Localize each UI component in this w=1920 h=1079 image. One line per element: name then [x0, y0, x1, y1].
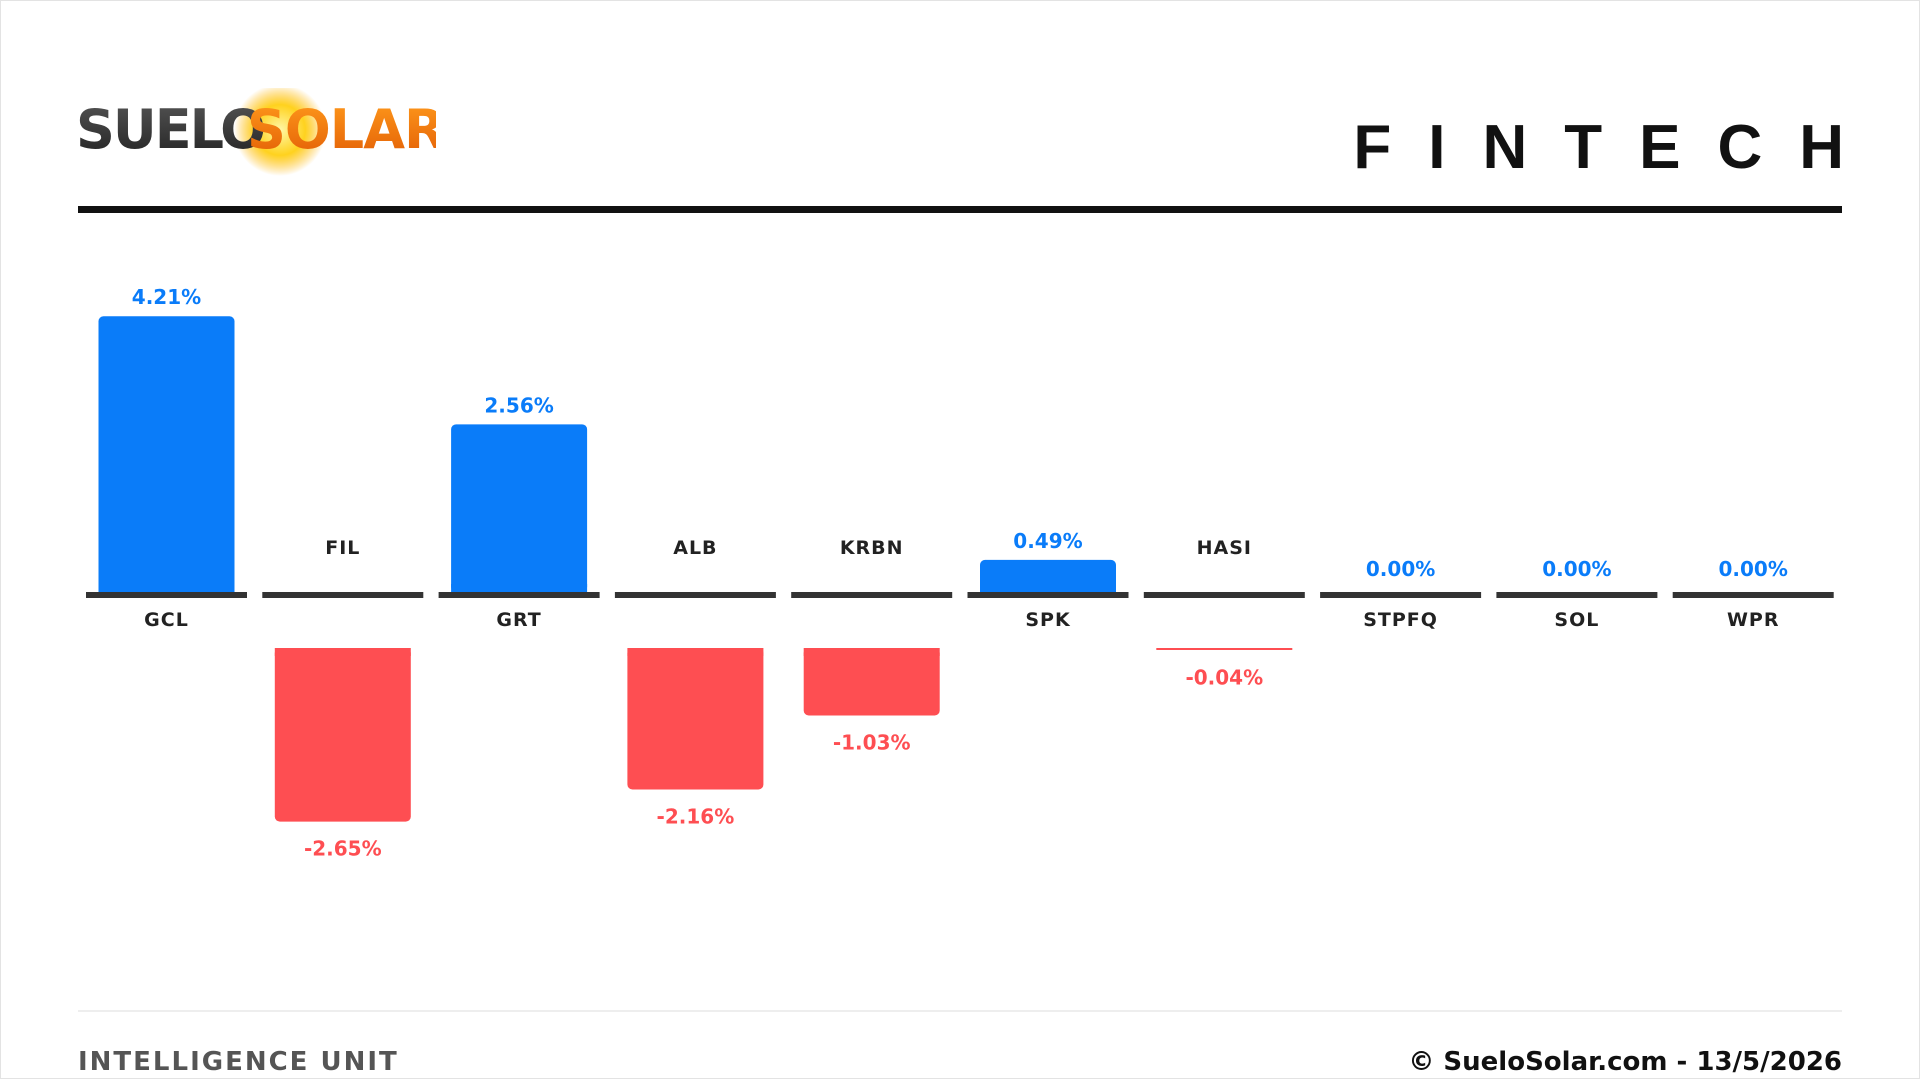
footer-divider [78, 1010, 1842, 1012]
baseline-grt [438, 592, 600, 598]
ticker-label-alb: ALB [673, 537, 717, 559]
ticker-label-wpr: WPR [1727, 609, 1780, 631]
bar-chart: 4.21% GCL -2.65% FIL 2.56% GRT -2.16% ALB -1.03%… [86, 285, 1834, 861]
page-title: FINTECH [1353, 113, 1881, 182]
ticker-label-fil: FIL [325, 537, 360, 559]
ticker-label-hasi: HASI [1197, 537, 1252, 559]
value-label-spk: 0.49% [1013, 529, 1082, 553]
bar-grt [451, 424, 588, 592]
bar-top-krbn [803, 648, 940, 656]
bar-krbn [803, 648, 940, 716]
svg-text:SUELO: SUELO [76, 98, 264, 161]
value-label-sol: 0.00% [1542, 557, 1611, 581]
ticker-label-spk: SPK [1025, 609, 1071, 631]
value-label-krbn: -1.03% [833, 730, 911, 754]
value-label-fil: -2.65% [304, 837, 382, 861]
baseline-krbn [791, 592, 953, 598]
bar-alb [627, 648, 764, 790]
ticker-label-sol: SOL [1554, 609, 1599, 631]
bar-base-spk [980, 584, 1116, 592]
baseline-hasi [1143, 592, 1305, 598]
bar-fil [274, 648, 411, 822]
bar-top-fil [274, 648, 411, 656]
ticker-label-grt: GRT [496, 609, 541, 631]
baseline-wpr [1672, 592, 1834, 598]
bar-base-gcl [98, 584, 235, 592]
baseline-spk [967, 592, 1129, 598]
ticker-label-stpfq: STPFQ [1363, 609, 1438, 631]
bar-top-alb [627, 648, 764, 656]
suelosolar-logo-graphic: SUELO SOLAR SUELO SOLAR [76, 84, 446, 207]
bar-spk [980, 559, 1116, 592]
baseline-stpfq [1320, 592, 1482, 598]
ticker-label-gcl: GCL [144, 609, 189, 631]
svg-text:SOLAR: SOLAR [247, 184, 436, 188]
suelosolar-logo: SUELO SOLAR SUELO SOLAR [76, 84, 446, 207]
baseline-gcl [86, 592, 247, 598]
baseline-alb [614, 592, 776, 598]
bar-base-grt [451, 584, 588, 592]
value-label-alb: -2.16% [657, 804, 735, 828]
svg-text:SUELO: SUELO [76, 184, 264, 188]
bar-gcl [98, 316, 235, 592]
header-divider [78, 206, 1842, 213]
svg-text:SOLAR: SOLAR [247, 98, 436, 161]
baseline-fil [262, 592, 424, 598]
value-label-stpfq: 0.00% [1366, 557, 1435, 581]
value-label-wpr: 0.00% [1719, 557, 1788, 581]
ticker-label-krbn: KRBN [840, 537, 904, 559]
footer-copyright: © SueloSolar.com - 13/5/2026 [1408, 1047, 1842, 1077]
value-label-hasi: -0.04% [1185, 666, 1263, 690]
footer-unit-label: INTELLIGENCE UNIT [78, 1047, 399, 1077]
baseline-sol [1496, 592, 1658, 598]
bar-hasi [1156, 648, 1293, 650]
value-label-grt: 2.56% [484, 393, 553, 417]
value-label-gcl: 4.21% [132, 285, 201, 309]
